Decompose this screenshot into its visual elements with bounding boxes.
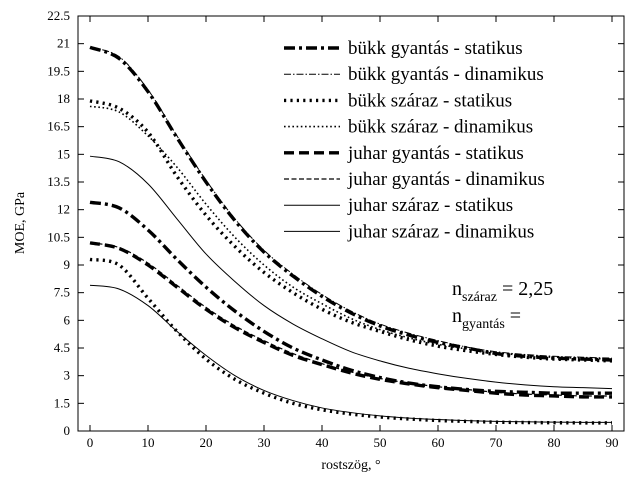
annotation-n-gyantas: ngyantás = — [452, 305, 521, 332]
series-line-5 — [89, 241, 613, 399]
x-tick-label: 80 — [548, 435, 561, 450]
series-lines — [89, 45, 613, 425]
series-line-2 — [89, 46, 613, 359]
series-line-6 — [89, 242, 613, 397]
legend-label: juhar száraz - statikus — [347, 195, 513, 216]
y-tick-label: 4.5 — [54, 340, 70, 355]
y-tick-label: 10.5 — [47, 229, 70, 244]
legend-label: bükk száraz - dinamikus — [348, 117, 533, 138]
y-tick-label: 3 — [64, 368, 71, 383]
y-tick-label: 0 — [64, 423, 71, 438]
legend-label: bükk gyantás - dinamikus — [348, 64, 544, 85]
y-tick-label: 15 — [57, 146, 70, 161]
y-tick-label: 9 — [64, 257, 71, 272]
legend-label: juhar gyantás - statikus — [347, 143, 524, 164]
legend-label: juhar gyantás - dinamikus — [347, 169, 545, 190]
x-axis-label: rostszög, ° — [321, 458, 380, 473]
y-tick-label: 16.5 — [47, 119, 70, 134]
series-line-10 — [89, 200, 612, 395]
x-axis-ticks: 0 10 20 30 40 50 60 70 80 90 — [87, 16, 619, 450]
y-tick-label: 6 — [64, 312, 71, 327]
y-tick-label: 1.5 — [54, 395, 70, 410]
series-line-8 — [89, 284, 613, 423]
x-tick-label: 50 — [374, 435, 387, 450]
series-line-9 — [89, 257, 613, 425]
x-tick-label: 70 — [490, 435, 503, 450]
plot-area-border — [77, 15, 625, 432]
y-tick-label: 18 — [57, 91, 70, 106]
plot-frame — [77, 15, 625, 432]
legend: bükk gyantás - statikus bükk gyantás - di… — [284, 38, 545, 242]
x-tick-label: 90 — [606, 435, 619, 450]
legend-label: juhar száraz - dinamikus — [347, 221, 534, 242]
series-line-7 — [89, 155, 613, 390]
series-line-1 — [89, 45, 613, 362]
y-axis-ticks: 0 1.5 3 4.5 6 7.5 9 10.5 12 13.5 15 16.5 18 19.5 21 22.… — [47, 8, 624, 438]
x-tick-label: 60 — [432, 435, 445, 450]
y-tick-label: 7.5 — [54, 285, 70, 300]
y-tick-label: 22.5 — [47, 8, 70, 23]
x-tick-label: 20 — [200, 435, 213, 450]
x-tick-label: 10 — [142, 435, 155, 450]
legend-label: bükk száraz - statikus — [348, 90, 512, 111]
x-tick-label: 30 — [258, 435, 271, 450]
x-tick-label: 40 — [316, 435, 329, 450]
annotation-n-szaraz: nszáraz = 2,25 — [452, 278, 553, 305]
y-tick-label: 12 — [57, 202, 70, 217]
y-tick-label: 19.5 — [47, 63, 70, 78]
legend-label: bükk gyantás - statikus — [348, 38, 523, 59]
y-axis-label: MOE, GPa — [13, 191, 28, 254]
y-tick-label: 21 — [57, 36, 70, 51]
series-line-4 — [89, 105, 613, 360]
x-tick-label: 0 — [87, 435, 94, 450]
y-tick-label: 13.5 — [47, 174, 70, 189]
annotation-group: nszáraz = 2,25 ngyantás = — [452, 278, 553, 332]
